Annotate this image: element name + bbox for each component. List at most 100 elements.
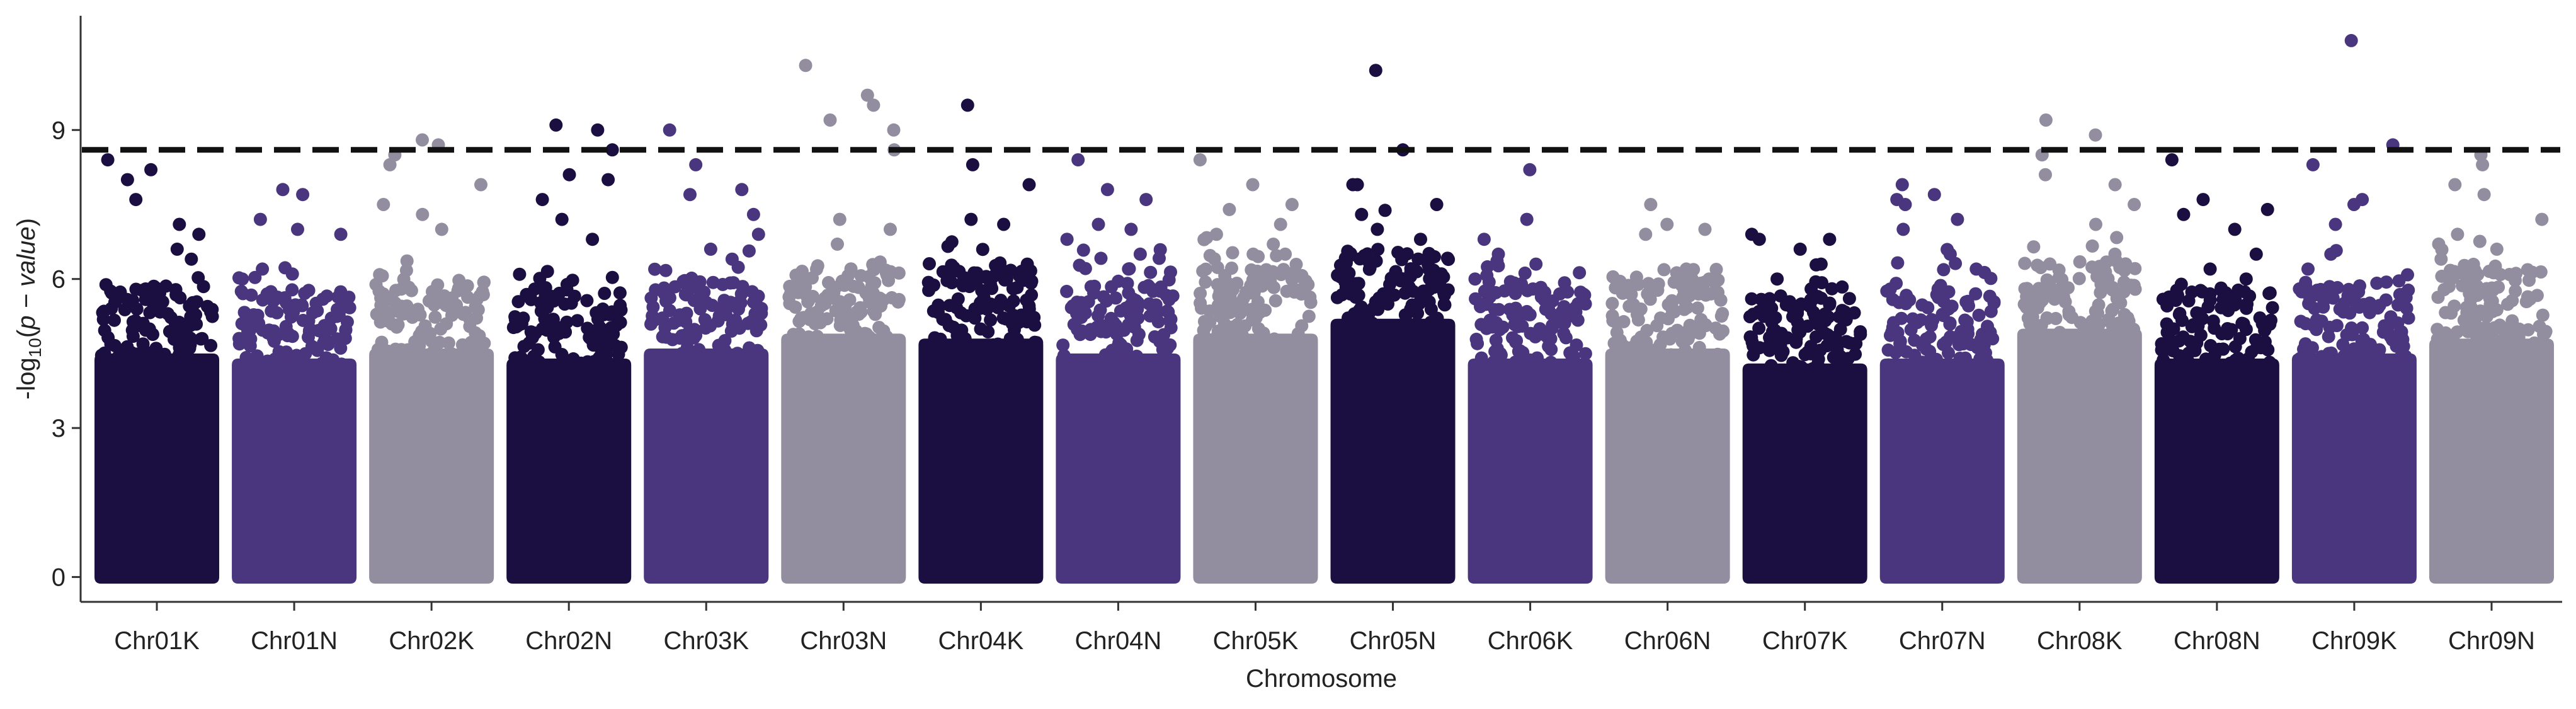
peak-point xyxy=(549,118,563,132)
peak-point xyxy=(1927,188,1941,202)
data-point xyxy=(1207,252,1221,266)
data-point xyxy=(2473,234,2487,248)
data-point xyxy=(1084,356,1098,370)
data-point xyxy=(679,315,693,328)
data-point xyxy=(675,347,688,360)
data-point xyxy=(1813,343,1827,357)
data-point xyxy=(2476,307,2490,321)
data-point xyxy=(1110,341,1124,354)
peak-point xyxy=(2249,247,2263,261)
data-point xyxy=(1754,292,1768,306)
data-point xyxy=(1212,324,1226,338)
data-point xyxy=(1355,318,1369,331)
data-point xyxy=(560,283,574,297)
peak-point xyxy=(1491,247,1505,261)
data-point xyxy=(1569,305,1583,319)
data-point xyxy=(1971,341,1985,355)
point-cloud-chr06n xyxy=(1605,263,1730,365)
peak-point xyxy=(799,59,812,72)
data-point xyxy=(2089,325,2102,339)
peak-point xyxy=(586,233,600,246)
data-point xyxy=(1056,338,1070,352)
point-cloud-chr01n xyxy=(232,261,356,375)
point-cluster-chr07k xyxy=(1742,363,1867,584)
data-point xyxy=(1225,262,1238,275)
peak-point xyxy=(2128,198,2141,211)
data-point xyxy=(1641,277,1655,291)
data-point xyxy=(2191,319,2205,333)
point-cloud-chr05k xyxy=(1194,231,1318,350)
data-point xyxy=(2392,274,2406,288)
data-point xyxy=(863,295,877,309)
data-point xyxy=(1650,319,1664,333)
data-point xyxy=(1774,349,1788,362)
peak-point xyxy=(2434,252,2448,266)
data-point xyxy=(2031,301,2044,314)
data-point xyxy=(2305,341,2319,355)
data-point xyxy=(1330,291,1344,304)
peak-point xyxy=(173,217,186,231)
data-point xyxy=(1987,296,2001,310)
peak-point xyxy=(601,173,615,187)
data-point xyxy=(130,347,144,361)
data-point xyxy=(612,347,625,361)
peak-point xyxy=(683,188,697,202)
data-point xyxy=(2473,321,2487,335)
data-point xyxy=(298,287,312,300)
data-point xyxy=(2028,291,2042,304)
x-tick-label: Chr07N xyxy=(1899,627,1986,655)
peak-point xyxy=(2324,247,2338,261)
x-tick-label: Chr09N xyxy=(2448,627,2535,655)
data-point xyxy=(1920,342,1933,356)
peak-point xyxy=(377,198,390,211)
data-point xyxy=(811,330,824,343)
data-point xyxy=(264,285,278,299)
data-point xyxy=(1663,332,1677,346)
data-point xyxy=(719,308,732,321)
data-point xyxy=(1640,323,1654,337)
peak-point xyxy=(2344,33,2358,47)
data-point xyxy=(1939,335,1953,349)
peak-point xyxy=(860,88,874,102)
data-point xyxy=(108,313,121,327)
data-point xyxy=(2027,240,2041,254)
data-point xyxy=(1156,330,1170,343)
point-cloud-chr08k xyxy=(2017,231,2142,345)
point-cloud-chr09n xyxy=(2431,234,2553,355)
data-point xyxy=(2502,268,2516,281)
peak-point xyxy=(2203,262,2217,276)
data-point xyxy=(2378,319,2391,333)
data-point xyxy=(2073,316,2087,330)
peak-point xyxy=(1814,257,1828,271)
data-point xyxy=(2073,255,2087,268)
data-point xyxy=(250,361,264,375)
data-point xyxy=(477,275,491,289)
data-point xyxy=(794,312,808,325)
peak-point xyxy=(591,123,605,137)
data-point xyxy=(1289,258,1303,271)
data-point xyxy=(743,341,756,355)
data-point xyxy=(2094,285,2107,299)
data-point xyxy=(2105,328,2119,342)
data-point xyxy=(326,353,340,367)
data-point xyxy=(1893,335,1907,349)
peak-point xyxy=(1285,198,1299,211)
peak-point xyxy=(1526,282,1540,296)
point-cluster-chr06n xyxy=(1605,349,1730,584)
data-point xyxy=(146,354,160,368)
peak-point xyxy=(2476,158,2490,171)
data-point xyxy=(1881,343,1895,357)
peak-point xyxy=(416,133,429,147)
data-point xyxy=(1653,338,1667,352)
data-point xyxy=(1260,263,1273,277)
data-point xyxy=(1954,361,1967,375)
data-point xyxy=(1984,272,1998,285)
x-tick-label: Chr03K xyxy=(663,627,749,655)
data-point xyxy=(1226,246,1240,260)
data-point xyxy=(2302,297,2316,311)
data-point xyxy=(1162,273,1176,287)
data-point xyxy=(342,291,356,304)
data-point xyxy=(2458,266,2471,280)
data-point xyxy=(1251,250,1265,263)
